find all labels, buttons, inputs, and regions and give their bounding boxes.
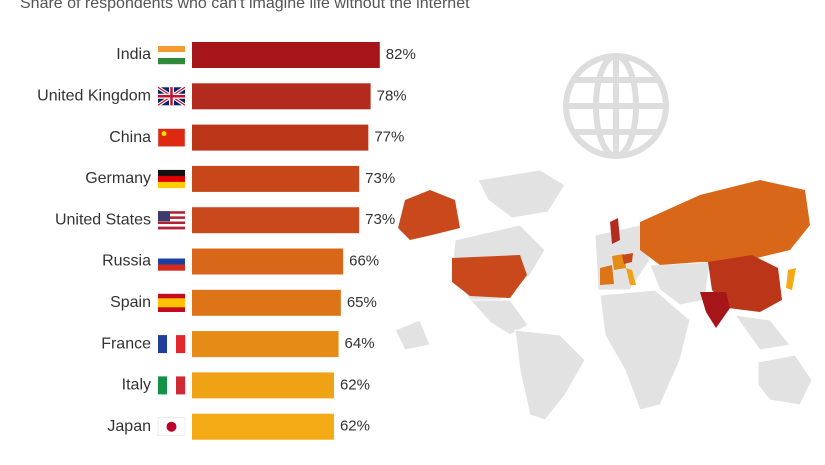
flag-stripe — [176, 335, 186, 354]
flag-stripe — [158, 264, 185, 271]
value-label: 62% — [340, 376, 370, 393]
flag-stripe — [158, 46, 185, 53]
flag — [158, 211, 185, 230]
category-label: India — [116, 46, 151, 63]
flag-stripe — [176, 376, 186, 395]
bar — [192, 372, 334, 399]
value-label: 73% — [365, 170, 395, 187]
flag-stripe — [158, 258, 185, 265]
flag-stripe — [158, 221, 185, 225]
flag-stripe — [158, 226, 185, 230]
flag-stripe — [158, 218, 185, 222]
bar — [192, 289, 341, 316]
flag — [158, 335, 186, 354]
subtitle: Share of respondents who can't imagine l… — [20, 0, 470, 12]
bar — [192, 207, 360, 234]
flag-stripe — [158, 181, 185, 189]
flag — [157, 417, 186, 436]
bar — [192, 165, 360, 192]
bar — [192, 83, 371, 110]
flag — [158, 376, 186, 395]
flag-stripe — [158, 293, 185, 299]
value-label: 78% — [377, 87, 407, 104]
globe-icon — [563, 53, 669, 159]
flag — [158, 169, 185, 189]
flag-stripe — [158, 216, 185, 220]
bar — [192, 42, 380, 68]
category-label: Spain — [110, 294, 151, 311]
flag-stripe — [158, 175, 185, 183]
category-label: Japan — [107, 418, 151, 435]
flag-stripe — [158, 335, 168, 354]
bar — [192, 248, 344, 275]
flag-stripe — [158, 307, 185, 312]
flag-stripe — [158, 252, 185, 259]
category-label: France — [101, 335, 151, 352]
flag-star — [161, 131, 167, 137]
flag-sun — [166, 421, 177, 432]
flag-stripe — [167, 376, 177, 395]
flag-stripe — [158, 211, 185, 214]
category-label: Russia — [102, 253, 151, 270]
flag-canton — [158, 211, 170, 222]
flag-stripe — [158, 169, 185, 177]
value-label: 77% — [374, 129, 404, 146]
value-label: 65% — [347, 294, 377, 311]
flag-stripe — [158, 376, 168, 395]
bar — [192, 331, 339, 358]
flag-stripe — [158, 213, 185, 217]
flag — [158, 252, 185, 271]
flag-stripe — [158, 52, 185, 59]
flag-stripe — [158, 302, 185, 308]
flag-stripe — [158, 224, 185, 227]
value-label: 64% — [345, 335, 375, 352]
value-label: 62% — [340, 418, 370, 435]
category-label: United Kingdom — [37, 88, 151, 105]
category-label: Italy — [122, 377, 151, 394]
value-label: 66% — [349, 252, 379, 269]
flag — [157, 85, 186, 107]
bar — [192, 413, 334, 440]
category-label: China — [109, 129, 151, 146]
flag-stripe — [158, 58, 185, 65]
flag — [157, 128, 186, 147]
flag-stripe — [167, 335, 177, 354]
value-label: 73% — [365, 211, 395, 228]
world-map — [394, 169, 813, 421]
flag-stripe — [158, 298, 185, 303]
category-label: United States — [55, 211, 151, 228]
flag-cross — [158, 87, 185, 106]
value-label: 82% — [386, 46, 416, 63]
flag-field — [157, 128, 186, 147]
bar — [192, 124, 369, 151]
flag — [158, 46, 185, 65]
category-label: Germany — [85, 170, 151, 187]
flag — [158, 293, 185, 312]
